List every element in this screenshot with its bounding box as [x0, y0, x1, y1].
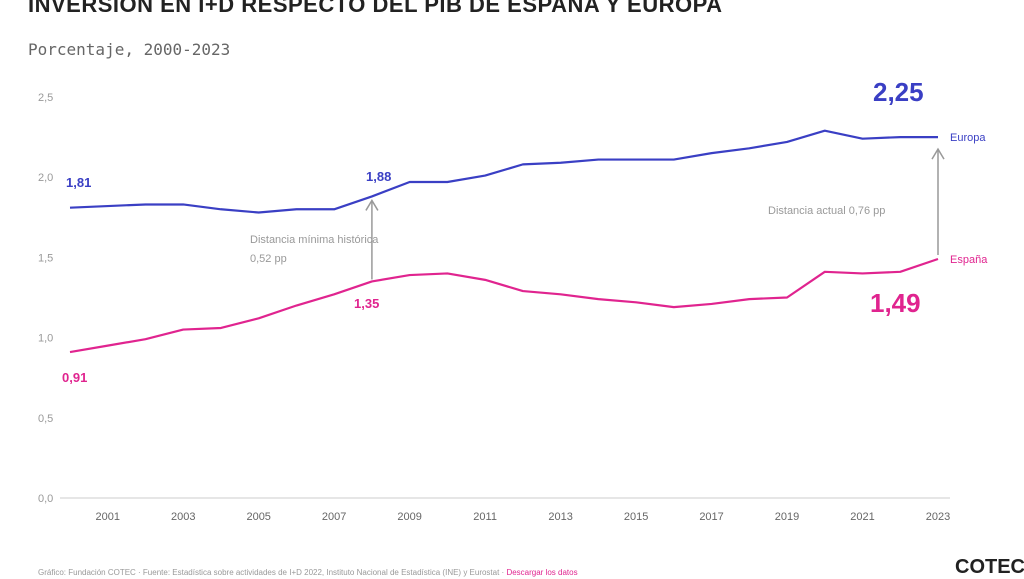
annotation-min-distance-value: 0,52 pp: [250, 253, 287, 265]
series-legend-label: España: [950, 254, 988, 266]
annotation-min-distance: Distancia mínima histórica: [250, 234, 379, 246]
data-label-europa-2000: 1,81: [66, 175, 91, 190]
source-text: Gráfico: Fundación COTEC · Fuente: Estad…: [38, 568, 507, 577]
data-label-europa-2008: 1,88: [366, 169, 391, 184]
x-tick-label: 2001: [95, 511, 119, 523]
x-tick-label: 2019: [775, 511, 799, 523]
x-tick-label: 2005: [246, 511, 270, 523]
x-tick-label: 2023: [926, 511, 950, 523]
cotec-logo: COTEC: [955, 556, 1024, 578]
footer-source: Gráfico: Fundación COTEC · Fuente: Estad…: [38, 568, 578, 577]
data-label-espana-2008: 1,35: [354, 296, 379, 311]
x-tick-label: 2011: [473, 511, 497, 523]
chart-title: INVERSIÓN EN I+D RESPECTO DEL PIB DE ESP…: [28, 0, 723, 17]
x-tick-label: 2009: [397, 511, 421, 523]
y-tick-label: 2,5: [38, 92, 53, 104]
x-tick-label: 2021: [850, 511, 874, 523]
chart-subtitle: Porcentaje, 2000-2023: [28, 40, 231, 59]
y-tick-label: 0,5: [38, 413, 53, 425]
current-distance-arrow-head: [931, 147, 945, 160]
data-label-espana-2000: 0,91: [62, 370, 87, 385]
series-line-europa: [69, 129, 938, 214]
download-data-link[interactable]: Descargar los datos: [506, 568, 578, 577]
data-label-espana-2023: 1,49: [870, 288, 921, 318]
x-tick-label: 2013: [548, 511, 572, 523]
min-distance-arrow-head: [365, 198, 379, 211]
x-tick-label: 2003: [171, 511, 195, 523]
y-tick-label: 0,0: [38, 493, 53, 505]
y-tick-label: 2,0: [38, 172, 53, 184]
x-tick-label: 2007: [322, 511, 346, 523]
x-tick-label: 2015: [624, 511, 648, 523]
y-tick-label: 1,0: [38, 333, 53, 345]
series-legend-label: Europa: [950, 132, 986, 144]
y-tick-label: 1,5: [38, 252, 53, 264]
annotation-current-distance: Distancia actual 0,76 pp: [768, 205, 885, 217]
x-tick-label: 2017: [699, 511, 723, 523]
data-label-europa-2023: 2,25: [873, 77, 924, 107]
series-line-espana: [69, 257, 939, 354]
